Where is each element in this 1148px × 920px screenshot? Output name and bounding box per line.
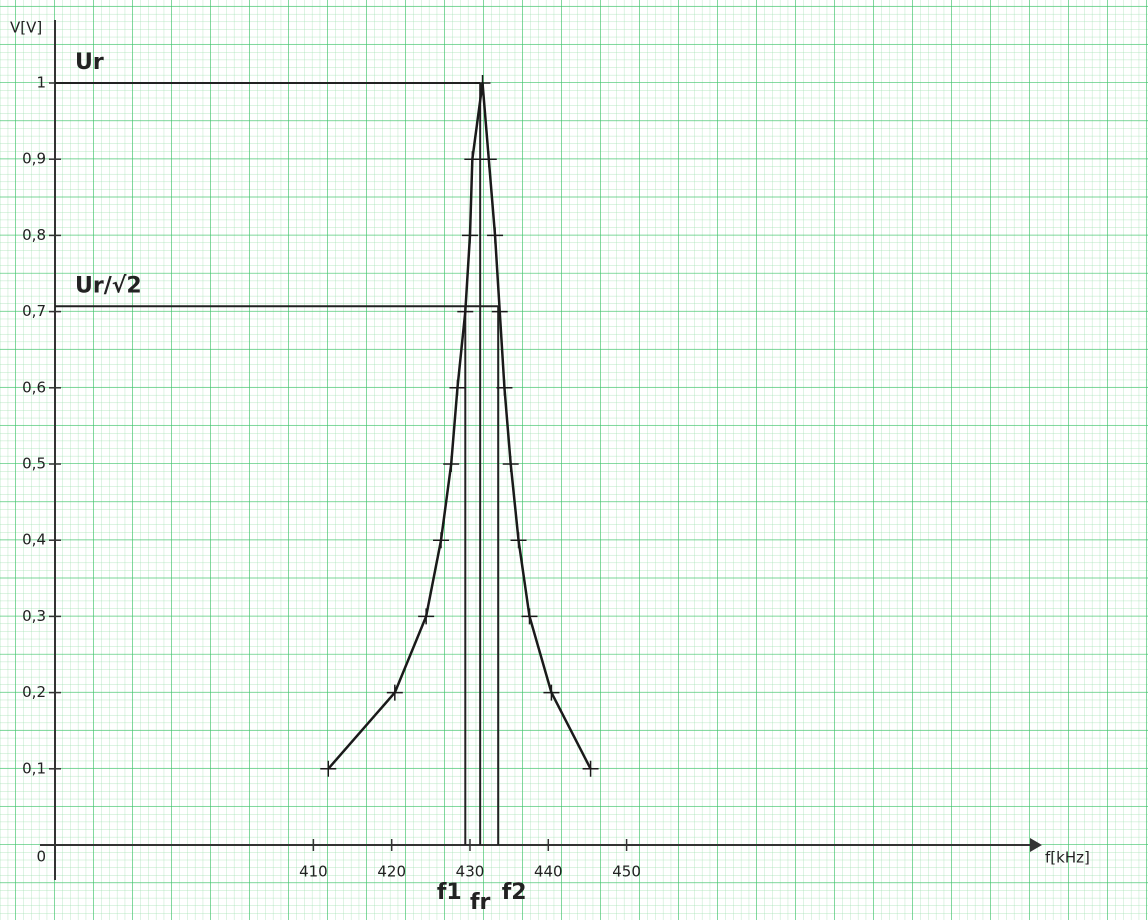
chart: V[V] f[kHz] 0 0,1 0,2 0,3 0,4 0,5 0,6 0,7 0,8 0,9… — [0, 0, 1148, 920]
y-tick-label: 0,4 — [22, 531, 46, 549]
y-tick-label: 0 — [36, 848, 46, 866]
x-tick-label: 450 — [612, 863, 641, 881]
reference-label: f1 — [437, 880, 462, 905]
reference-label: fr — [470, 890, 491, 915]
y-tick-label: 0,6 — [22, 378, 46, 396]
x-axis-label: f[kHz] — [1045, 849, 1090, 867]
y-tick-label: 1 — [36, 74, 46, 92]
y-tick-label: 0,8 — [22, 226, 46, 244]
x-tick-label: 440 — [534, 863, 563, 881]
x-tick-label: 430 — [456, 863, 485, 881]
y-tick-label: 0,1 — [22, 759, 46, 777]
y-tick-label: 0,2 — [22, 683, 46, 701]
y-tick-label: 0,5 — [22, 455, 46, 473]
reference-label: Ur — [75, 50, 104, 75]
graph-paper-major — [0, 0, 1148, 920]
y-tick-label: 0,3 — [22, 607, 46, 625]
y-tick-label: 0,9 — [22, 150, 46, 168]
reference-label: Ur/√2 — [75, 273, 142, 298]
x-tick-label: 420 — [377, 863, 406, 881]
reference-label: f2 — [502, 880, 527, 905]
y-tick-label: 0,7 — [22, 302, 46, 320]
x-tick-label: 410 — [299, 863, 328, 881]
y-axis-label: V[V] — [10, 19, 42, 37]
